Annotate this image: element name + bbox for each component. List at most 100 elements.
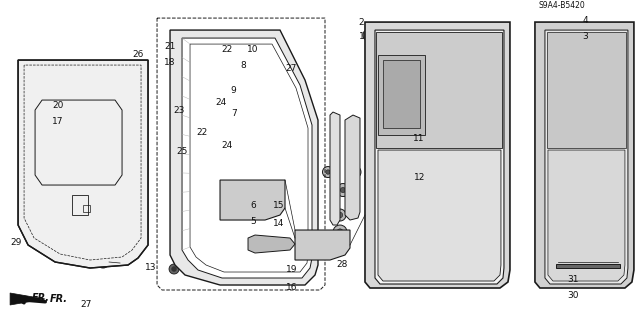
Circle shape — [412, 162, 428, 178]
Circle shape — [53, 198, 57, 202]
Text: 10: 10 — [247, 45, 259, 54]
Text: 13: 13 — [145, 263, 156, 272]
Circle shape — [363, 29, 375, 41]
Circle shape — [248, 210, 253, 214]
Polygon shape — [535, 22, 634, 288]
Circle shape — [337, 244, 343, 250]
Circle shape — [422, 89, 426, 92]
Circle shape — [21, 223, 31, 233]
Text: 27: 27 — [285, 64, 297, 73]
Text: 9: 9 — [231, 86, 237, 95]
Text: 20: 20 — [52, 101, 63, 110]
Circle shape — [436, 99, 440, 101]
Circle shape — [610, 191, 618, 199]
Circle shape — [169, 264, 179, 274]
Circle shape — [299, 246, 311, 258]
Polygon shape — [248, 235, 295, 253]
Text: 23: 23 — [173, 106, 185, 115]
Circle shape — [334, 241, 346, 253]
Circle shape — [368, 258, 382, 272]
Polygon shape — [376, 32, 502, 148]
Circle shape — [262, 204, 268, 210]
Polygon shape — [10, 293, 45, 305]
Text: 2: 2 — [359, 18, 364, 27]
Circle shape — [248, 186, 253, 190]
Circle shape — [334, 209, 346, 221]
Circle shape — [582, 89, 586, 92]
Circle shape — [474, 152, 481, 159]
Circle shape — [245, 183, 255, 193]
Text: 18: 18 — [164, 58, 175, 67]
Circle shape — [225, 165, 235, 175]
Polygon shape — [378, 55, 425, 135]
Circle shape — [366, 32, 372, 38]
Circle shape — [245, 207, 255, 217]
Circle shape — [227, 207, 237, 217]
Circle shape — [353, 170, 357, 174]
Text: 24: 24 — [221, 141, 233, 150]
Text: 12: 12 — [413, 173, 425, 182]
Circle shape — [230, 210, 234, 214]
Circle shape — [469, 187, 485, 203]
Text: 24: 24 — [215, 98, 227, 107]
Text: 21: 21 — [164, 42, 175, 51]
Text: 30: 30 — [567, 291, 579, 300]
Circle shape — [607, 153, 621, 167]
Text: S9A4-B5420: S9A4-B5420 — [538, 1, 585, 10]
Circle shape — [607, 89, 609, 92]
Circle shape — [260, 202, 270, 212]
Circle shape — [323, 167, 333, 178]
Circle shape — [473, 191, 481, 199]
Circle shape — [408, 99, 412, 101]
Text: 29: 29 — [10, 238, 22, 247]
Circle shape — [24, 226, 29, 231]
Circle shape — [211, 186, 216, 190]
Text: 4: 4 — [583, 16, 588, 25]
Circle shape — [340, 188, 346, 193]
Text: FR.: FR. — [50, 294, 68, 304]
Circle shape — [570, 81, 573, 84]
Polygon shape — [383, 60, 420, 128]
Circle shape — [333, 225, 347, 239]
Text: 8: 8 — [241, 61, 246, 70]
Circle shape — [319, 249, 325, 255]
Polygon shape — [170, 30, 318, 285]
Text: 6: 6 — [250, 201, 256, 210]
Text: 22: 22 — [196, 128, 207, 137]
Circle shape — [611, 157, 618, 164]
Circle shape — [422, 107, 426, 109]
Circle shape — [326, 170, 330, 174]
Polygon shape — [556, 264, 620, 268]
Text: 16: 16 — [285, 283, 297, 292]
Circle shape — [582, 99, 586, 101]
Circle shape — [470, 148, 484, 162]
Text: 25: 25 — [177, 147, 188, 156]
Text: 5: 5 — [250, 217, 256, 226]
Circle shape — [607, 99, 609, 101]
Text: 7: 7 — [231, 109, 237, 118]
Polygon shape — [295, 230, 350, 260]
Text: 31: 31 — [567, 275, 579, 284]
Text: 26: 26 — [132, 50, 143, 59]
Circle shape — [302, 249, 308, 255]
Text: 3: 3 — [582, 32, 588, 41]
Circle shape — [408, 81, 412, 84]
Circle shape — [230, 186, 234, 190]
Circle shape — [337, 183, 349, 197]
Circle shape — [595, 89, 597, 92]
Text: 1: 1 — [358, 32, 364, 41]
Circle shape — [207, 182, 218, 194]
Circle shape — [172, 266, 177, 271]
Polygon shape — [548, 150, 625, 281]
Text: 27: 27 — [81, 300, 92, 309]
Circle shape — [570, 99, 573, 101]
Circle shape — [228, 167, 232, 173]
Polygon shape — [365, 22, 510, 288]
Circle shape — [349, 166, 361, 178]
Text: 28: 28 — [337, 260, 348, 269]
Circle shape — [595, 81, 597, 84]
Circle shape — [100, 259, 106, 265]
Text: FR.: FR. — [32, 293, 50, 303]
Polygon shape — [182, 38, 312, 278]
Circle shape — [337, 212, 342, 218]
